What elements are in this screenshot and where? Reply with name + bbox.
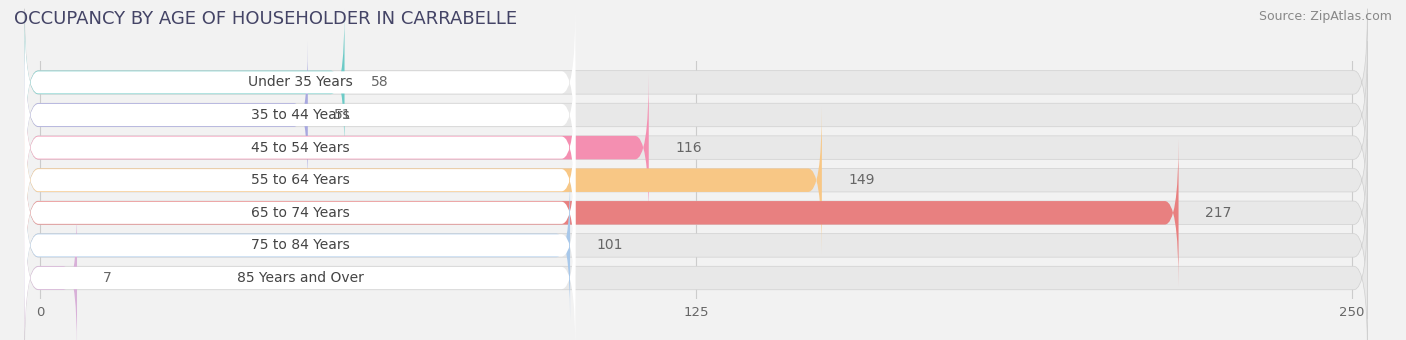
Text: 149: 149	[848, 173, 875, 187]
Text: 51: 51	[335, 108, 352, 122]
FancyBboxPatch shape	[24, 41, 308, 189]
Text: 101: 101	[596, 238, 623, 252]
FancyBboxPatch shape	[24, 73, 575, 222]
Text: 75 to 84 Years: 75 to 84 Years	[250, 238, 349, 252]
FancyBboxPatch shape	[24, 106, 823, 254]
FancyBboxPatch shape	[24, 172, 1368, 319]
Text: OCCUPANCY BY AGE OF HOUSEHOLDER IN CARRABELLE: OCCUPANCY BY AGE OF HOUSEHOLDER IN CARRA…	[14, 10, 517, 28]
FancyBboxPatch shape	[24, 74, 648, 221]
FancyBboxPatch shape	[24, 204, 1368, 340]
FancyBboxPatch shape	[24, 106, 1368, 254]
FancyBboxPatch shape	[24, 139, 1368, 286]
FancyBboxPatch shape	[24, 204, 575, 340]
FancyBboxPatch shape	[24, 204, 77, 340]
Text: 35 to 44 Years: 35 to 44 Years	[250, 108, 349, 122]
FancyBboxPatch shape	[24, 139, 1178, 286]
Text: 7: 7	[103, 271, 112, 285]
FancyBboxPatch shape	[24, 172, 569, 319]
FancyBboxPatch shape	[24, 74, 1368, 221]
FancyBboxPatch shape	[24, 106, 575, 254]
FancyBboxPatch shape	[24, 171, 575, 320]
Text: Source: ZipAtlas.com: Source: ZipAtlas.com	[1258, 10, 1392, 23]
FancyBboxPatch shape	[24, 41, 575, 189]
Text: Under 35 Years: Under 35 Years	[247, 75, 353, 89]
Text: 116: 116	[675, 141, 702, 155]
FancyBboxPatch shape	[24, 138, 575, 287]
FancyBboxPatch shape	[24, 8, 575, 157]
Text: 85 Years and Over: 85 Years and Over	[236, 271, 363, 285]
FancyBboxPatch shape	[24, 41, 1368, 189]
FancyBboxPatch shape	[24, 9, 344, 156]
Text: 45 to 54 Years: 45 to 54 Years	[250, 141, 349, 155]
Text: 58: 58	[371, 75, 388, 89]
FancyBboxPatch shape	[24, 9, 1368, 156]
Text: 65 to 74 Years: 65 to 74 Years	[250, 206, 349, 220]
Text: 55 to 64 Years: 55 to 64 Years	[250, 173, 349, 187]
Text: 217: 217	[1205, 206, 1232, 220]
